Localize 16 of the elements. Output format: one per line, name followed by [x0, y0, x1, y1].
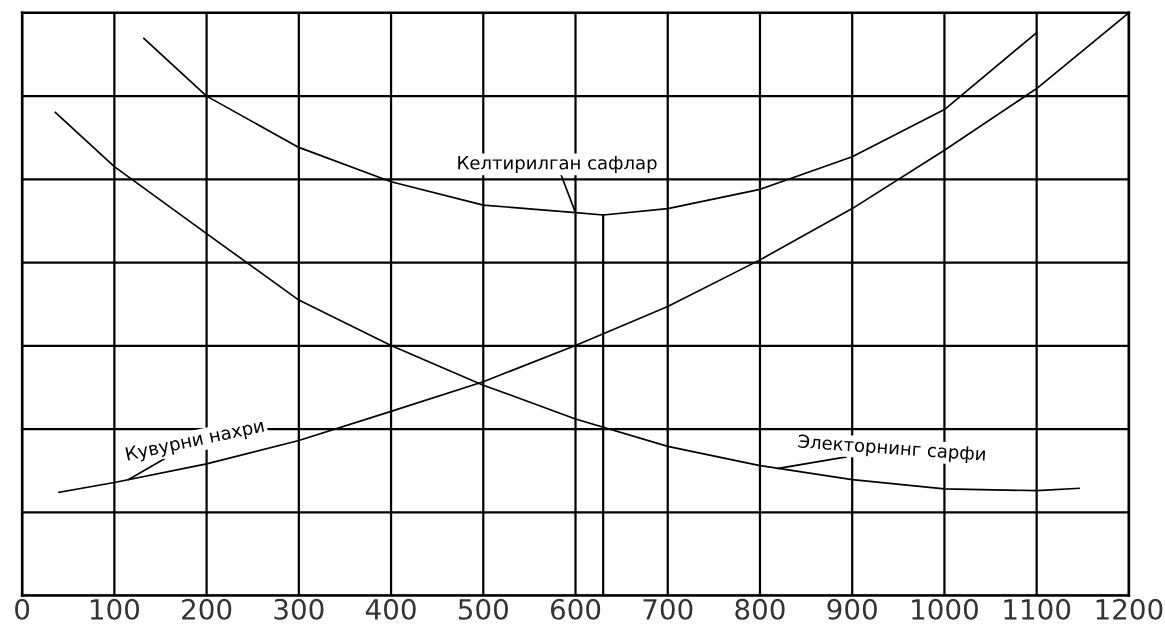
x-tick-label: 100: [90, 598, 140, 620]
x-tick-label: 200: [182, 598, 232, 620]
x-tick-label: 500: [458, 598, 508, 620]
x-tick-label: 1100: [1004, 598, 1071, 620]
x-tick-label: 800: [735, 598, 785, 620]
x-tick-label: 400: [365, 598, 416, 620]
x-tick-label: 900: [827, 598, 877, 620]
text: Кувурни нахри: [125, 418, 265, 465]
x-tick-label: 300: [274, 598, 324, 620]
x-tick-label: 700: [643, 598, 693, 620]
x-tick-label: 0: [15, 598, 30, 620]
x-tick-label: 1200: [1096, 598, 1163, 620]
x-tick-label: 1000: [912, 598, 978, 620]
series-label: Келтирилган сафлар: [458, 156, 657, 174]
series-label: Электорнинг сарфи: [797, 434, 986, 465]
x-tick-label: 600: [550, 598, 601, 620]
